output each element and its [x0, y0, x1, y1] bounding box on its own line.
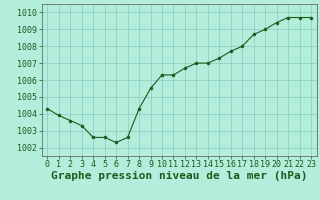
X-axis label: Graphe pression niveau de la mer (hPa): Graphe pression niveau de la mer (hPa) [51, 171, 308, 181]
